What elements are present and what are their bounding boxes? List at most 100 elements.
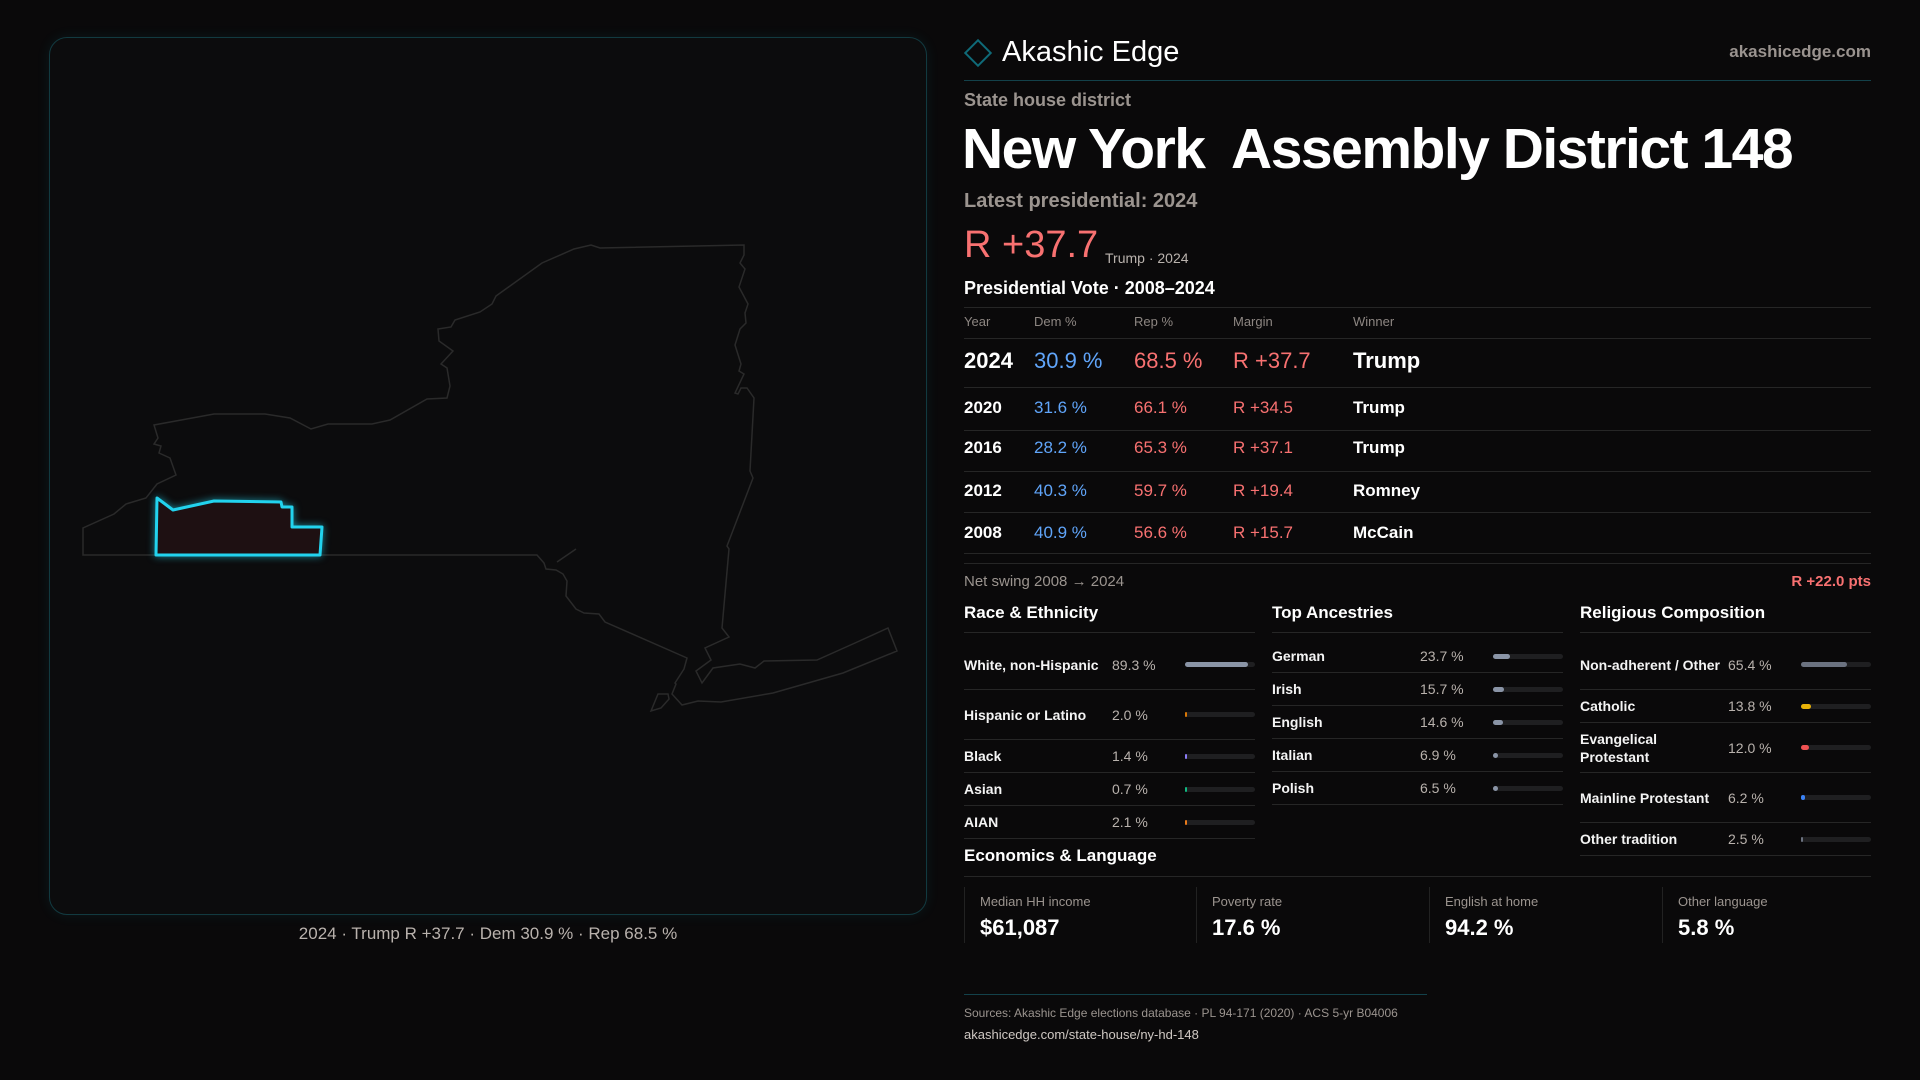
ancestry-row: Italian 6.9 %	[1272, 739, 1563, 771]
religion-label: Non-adherent / Other	[1580, 656, 1721, 673]
page-title: New York Assembly District 148	[962, 117, 1794, 181]
ancestry-label: English	[1272, 714, 1323, 730]
race-bar-track	[1185, 819, 1255, 825]
brand-logo[interactable]: Akashic Edge	[963, 36, 1180, 69]
religion-row: Catholic 13.8 %	[1580, 690, 1871, 722]
econ-card-label: Poverty rate	[1212, 894, 1283, 909]
table-cell-rep: 66.1 %	[1134, 398, 1187, 417]
econ-card: Median HH income $61,087	[964, 887, 1196, 943]
row-divider	[964, 512, 1871, 513]
table-cell-rep: 59.7 %	[1134, 481, 1187, 500]
religion-bar-track	[1801, 703, 1871, 709]
table-header: Year	[964, 314, 991, 329]
district-148-shape[interactable]	[154, 496, 324, 557]
table-header: Winner	[1353, 314, 1395, 329]
divider	[1272, 632, 1563, 633]
race-label: Black	[964, 748, 1002, 764]
race-bar-track	[1185, 753, 1255, 759]
row-divider	[1580, 689, 1871, 690]
race-bar-fill	[1185, 786, 1187, 792]
row-divider	[964, 689, 1255, 690]
religion-bar-fill	[1801, 703, 1811, 709]
map-panel[interactable]	[49, 37, 927, 915]
race-title: Race & Ethnicity	[964, 603, 1099, 622]
row-divider	[1272, 672, 1563, 673]
diamond-logo-icon	[963, 38, 993, 67]
religion-bar-fill	[1801, 745, 1810, 750]
race-bar-track	[1185, 662, 1255, 667]
table-cell-dem: 30.9 %	[1034, 348, 1103, 373]
econ-card-value: 94.2 %	[1445, 915, 1514, 940]
ancestry-bar-track	[1493, 686, 1563, 692]
district-type: State house district	[964, 90, 1132, 110]
divider	[964, 632, 1255, 633]
econ-card-value: $61,087	[980, 915, 1060, 940]
ancestry-bar-fill	[1493, 752, 1498, 758]
religion-label: Evangelical Protestant	[1580, 730, 1658, 765]
ancestry-value: 23.7 %	[1420, 648, 1464, 664]
race-bar-fill	[1185, 753, 1187, 759]
religion-row: Other tradition 2.5 %	[1580, 823, 1871, 855]
table-cell-year: 2012	[964, 481, 1002, 500]
race-label: Hispanic or Latino	[964, 706, 1087, 723]
state-outline	[82, 244, 898, 713]
ancestry-title: Top Ancestries	[1272, 603, 1393, 622]
ancestry-bar-fill	[1493, 653, 1510, 659]
table-cell-margin: R +19.4	[1233, 481, 1294, 500]
table-cell-year: 2024	[964, 348, 1013, 373]
row-divider	[1580, 722, 1871, 723]
ancestry-label: Italian	[1272, 747, 1313, 763]
net-swing-label: Net swing 2008 → 2024	[964, 573, 1125, 590]
race-value: 2.1 %	[1112, 814, 1148, 830]
table-cell-dem: 28.2 %	[1034, 438, 1087, 457]
race-row: Black 1.4 %	[964, 740, 1255, 772]
religion-bar-track	[1801, 662, 1871, 667]
religion-row: Evangelical Protestant 12.0 %	[1580, 723, 1871, 772]
ancestry-bar-track	[1493, 653, 1563, 659]
race-label: Asian	[964, 781, 1003, 797]
religion-bar-fill	[1801, 836, 1803, 842]
econ-card-value: 17.6 %	[1212, 915, 1281, 940]
religion-label: Catholic	[1580, 698, 1636, 714]
religion-row: Mainline Protestant 6.2 %	[1580, 773, 1871, 822]
ancestry-bar-fill	[1493, 785, 1498, 791]
econ-card: Poverty rate 17.6 %	[1196, 887, 1428, 943]
race-bar-track	[1185, 712, 1255, 717]
religion-value: 12.0 %	[1728, 739, 1772, 756]
row-divider	[964, 772, 1255, 773]
ancestry-label: Polish	[1272, 780, 1315, 796]
econ-card-label: Other language	[1678, 894, 1768, 909]
page-url[interactable]: akashicedge.com/state-house/ny-hd-148	[964, 1027, 1199, 1042]
site-link[interactable]: akashicedge.com	[1729, 42, 1871, 61]
row-divider	[1272, 804, 1563, 805]
ancestry-row: German 23.7 %	[1272, 640, 1563, 672]
row-divider	[964, 430, 1871, 431]
religion-bar-track	[1801, 836, 1871, 842]
row-divider	[1272, 705, 1563, 706]
econ-card-label: Median HH income	[980, 894, 1091, 909]
brand-name: Akashic Edge	[1002, 36, 1180, 68]
race-row: White, non-Hispanic 89.3 %	[964, 640, 1255, 689]
religion-bar-fill	[1801, 662, 1847, 667]
religion-value: 2.5 %	[1728, 831, 1764, 847]
table-header: Dem %	[1034, 314, 1077, 329]
table-cell-winner: Trump	[1353, 348, 1421, 373]
race-row: AIAN 2.1 %	[964, 806, 1255, 838]
table-cell-winner: McCain	[1353, 523, 1414, 542]
religion-bar-track	[1801, 795, 1871, 800]
row-divider	[1580, 772, 1871, 773]
religion-bar-track	[1801, 745, 1871, 750]
footer-divider	[964, 994, 1427, 995]
ancestry-value: 14.6 %	[1420, 714, 1464, 730]
divider	[964, 876, 1871, 877]
ancestry-value: 6.9 %	[1420, 747, 1456, 763]
table-cell-margin: R +37.1	[1233, 438, 1294, 457]
ancestry-value: 6.5 %	[1420, 780, 1456, 796]
ancestry-bar-track	[1493, 785, 1563, 791]
table-cell-winner: Trump	[1353, 438, 1405, 457]
ancestry-label: German	[1272, 648, 1325, 664]
latest-margin-sub: Trump · 2024	[1105, 250, 1189, 266]
latest-presidential: Latest presidential: 2024	[964, 190, 1198, 212]
table-cell-rep: 65.3 %	[1134, 438, 1187, 457]
state-map[interactable]	[50, 38, 928, 916]
